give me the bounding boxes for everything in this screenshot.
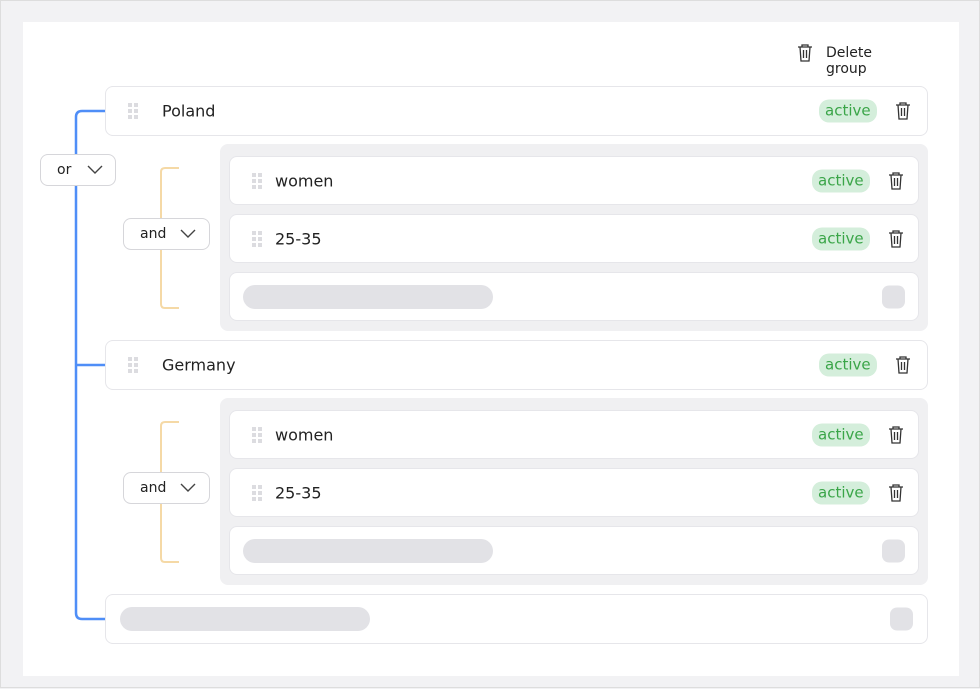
delete-trash-icon[interactable]: [895, 102, 911, 120]
drag-handle-icon[interactable]: [252, 230, 262, 247]
delete-trash-icon[interactable]: [888, 171, 904, 190]
operator-value: or: [57, 162, 72, 178]
status-badge: active: [812, 169, 870, 192]
delete-group-button[interactable]: Delete group: [797, 44, 917, 77]
drag-handle-icon[interactable]: [252, 426, 262, 443]
placeholder-square: [890, 607, 913, 631]
chevron-down-icon: [87, 165, 103, 174]
and-operator-dropdown[interactable]: and: [123, 218, 210, 250]
or-operator-dropdown[interactable]: or: [40, 154, 116, 186]
trash-icon: [798, 44, 812, 62]
condition-label: 25-35: [275, 229, 322, 248]
placeholder-square: [882, 285, 905, 308]
drag-handle-icon[interactable]: [252, 484, 262, 501]
operator-value: and: [140, 480, 167, 496]
add-condition-placeholder-row[interactable]: [229, 526, 919, 575]
drag-handle-icon[interactable]: [252, 172, 262, 189]
placeholder-bar: [243, 538, 493, 563]
operator-value: and: [140, 226, 167, 242]
add-condition-placeholder-row[interactable]: [229, 272, 919, 321]
group-label: Poland: [162, 101, 216, 121]
delete-trash-icon[interactable]: [895, 356, 911, 374]
drag-handle-icon[interactable]: [128, 357, 138, 373]
delete-trash-icon[interactable]: [888, 483, 904, 502]
status-badge: active: [819, 353, 877, 377]
status-badge: active: [812, 481, 870, 504]
and-operator-dropdown[interactable]: and: [123, 472, 210, 504]
group-label: Germany: [162, 355, 236, 375]
chevron-down-icon: [180, 229, 196, 238]
delete-trash-icon[interactable]: [888, 229, 904, 248]
status-badge: active: [812, 227, 870, 250]
condition-row: 25-35 active: [229, 214, 919, 263]
placeholder-bar: [243, 284, 493, 309]
condition-label: women: [275, 171, 334, 190]
condition-label: women: [275, 425, 334, 444]
placeholder-bar: [120, 607, 370, 631]
condition-label: 25-35: [275, 483, 322, 502]
drag-handle-icon[interactable]: [128, 103, 138, 119]
condition-row: women active: [229, 410, 919, 459]
placeholder-square: [882, 539, 905, 562]
status-badge: active: [812, 423, 870, 446]
group-row: Germany active: [105, 340, 928, 390]
delete-group-label: Delete group: [826, 45, 872, 77]
group-row: Poland active: [105, 86, 928, 136]
condition-row: 25-35 active: [229, 468, 919, 517]
condition-row: women active: [229, 156, 919, 205]
status-badge: active: [819, 99, 877, 123]
chevron-down-icon: [180, 483, 196, 492]
delete-trash-icon[interactable]: [888, 425, 904, 444]
add-condition-placeholder-row[interactable]: [105, 594, 928, 644]
